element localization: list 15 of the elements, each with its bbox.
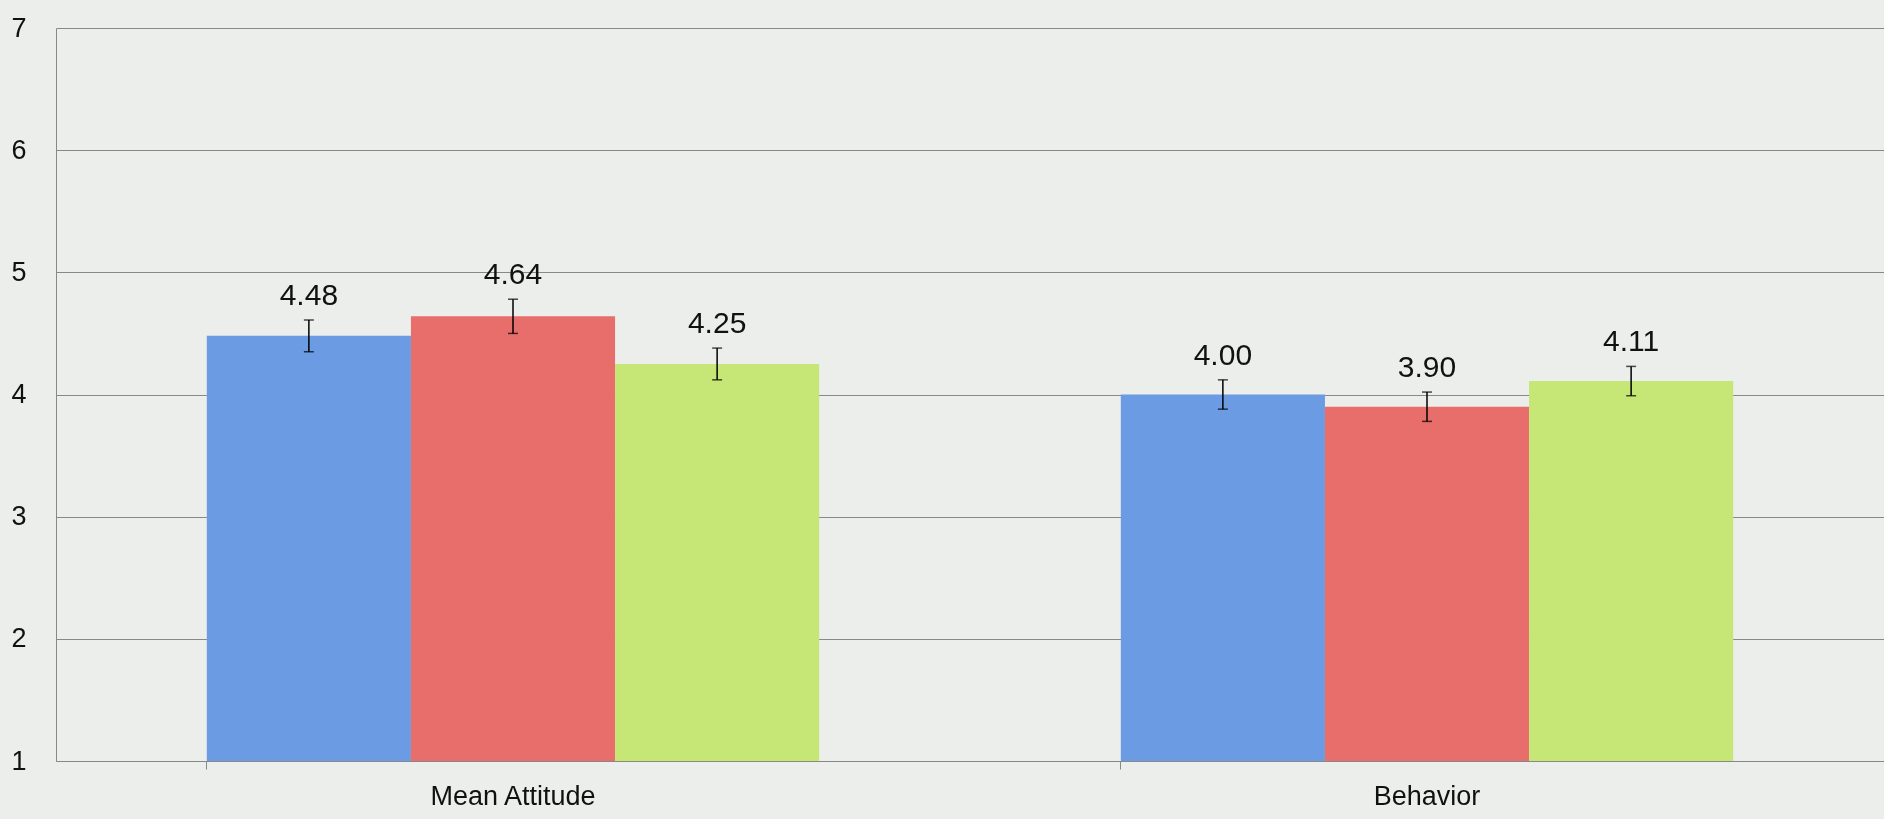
y-tick-label: 7 [11,12,27,43]
data-label: 4.25 [687,306,747,340]
x-tick-label: Behavior [1373,780,1481,811]
y-tick-label: 4 [11,379,27,409]
data-label: 4.64 [483,257,543,291]
data-label: 4.00 [1193,337,1253,371]
y-tick-label: 2 [11,623,27,654]
data-label: 4.11 [1603,324,1660,358]
y-tick-label: 5 [11,256,27,287]
y-tick-label: 6 [11,134,27,165]
y-tick-label: 1 [11,745,27,776]
y-tick-label: 3 [11,501,27,532]
x-tick-label: Mean Attitude [430,780,596,811]
data-label: 4.48 [279,277,339,311]
data-label: 3.90 [1397,350,1457,384]
